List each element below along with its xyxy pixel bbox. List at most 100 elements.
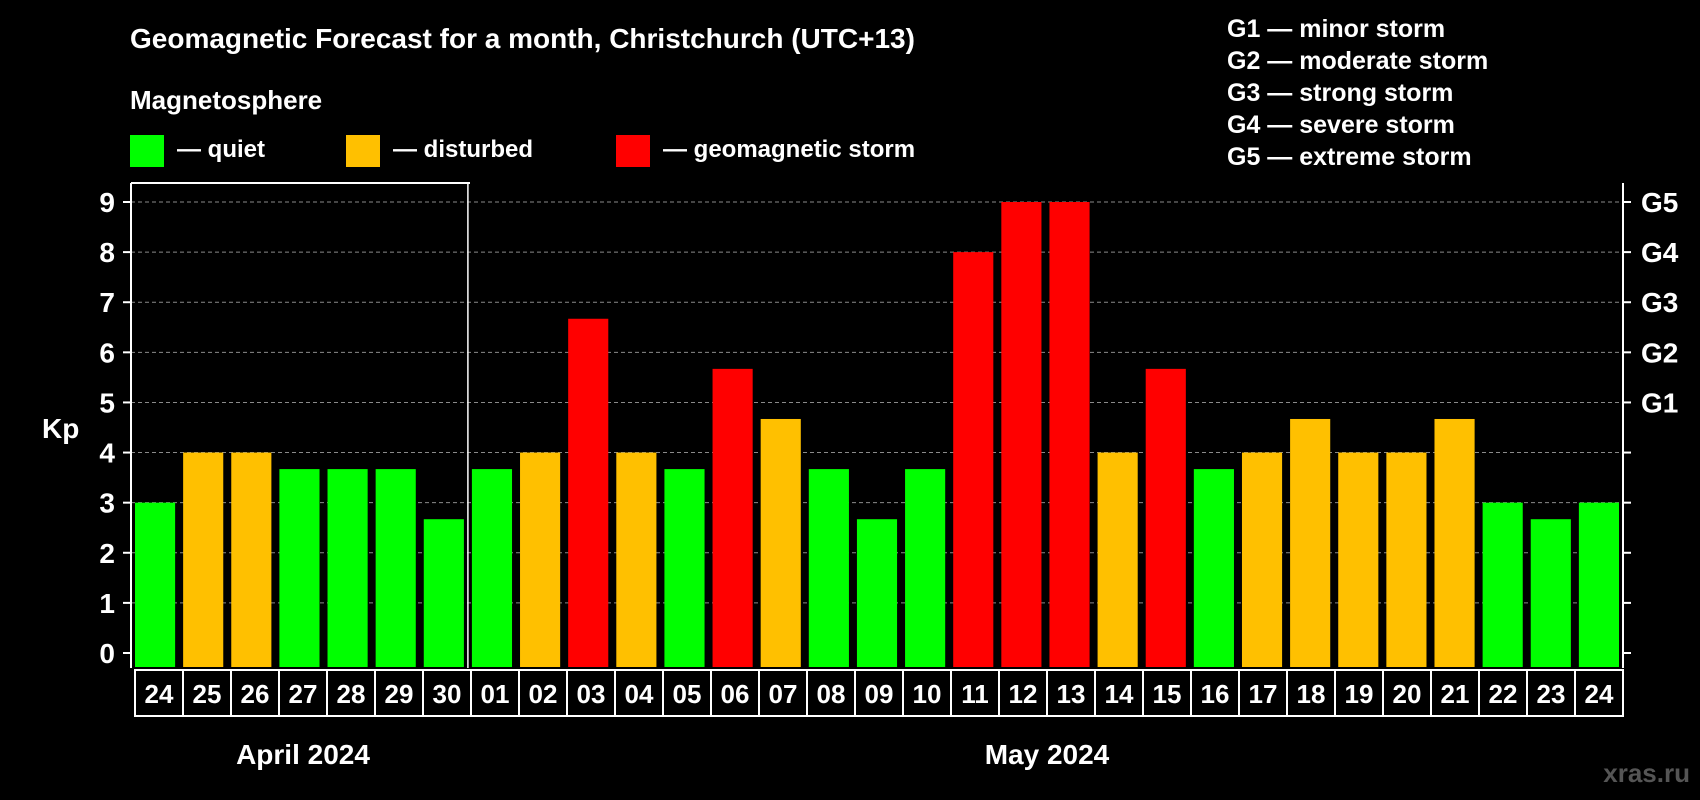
x-tick-label-04: 04 [625, 679, 654, 709]
bar-10 [905, 469, 946, 667]
x-tick-label-03: 03 [577, 679, 606, 709]
legend-swatch-quiet [130, 135, 164, 167]
storm-scale-g3: G3 — strong storm [1227, 79, 1453, 107]
x-tick-label-19: 19 [1345, 679, 1374, 709]
bar-09 [856, 519, 898, 667]
bar-15 [1145, 368, 1186, 667]
right-axis-label-G3: G3 [1641, 287, 1678, 318]
legend: — quiet — disturbed — geomagnetic storm [130, 135, 915, 167]
right-axis-label-G4: G4 [1641, 237, 1679, 268]
x-tick-label-12: 12 [1009, 679, 1038, 709]
x-tick-label-07: 07 [769, 679, 798, 709]
x-tick-cell [1574, 669, 1624, 717]
storm-scale-g5: G5 — extreme storm [1227, 143, 1472, 171]
x-tick-label-14: 14 [1105, 679, 1134, 709]
y-tick-label-7: 7 [99, 287, 115, 318]
x-tick-label-29: 29 [385, 679, 414, 709]
y-tick-label-0: 0 [99, 638, 115, 669]
right-axis-label-G2: G2 [1641, 337, 1678, 368]
x-tick-label-23: 23 [1537, 679, 1566, 709]
x-tick-label-11: 11 [961, 679, 989, 709]
x-tick-label-27: 27 [289, 679, 318, 709]
x-tick-label-09: 09 [865, 679, 894, 709]
x-tick-label-15: 15 [1153, 679, 1182, 709]
bar-18 [1290, 418, 1331, 667]
legend-swatch-disturbed [346, 135, 380, 167]
x-tick-label-02: 02 [529, 679, 558, 709]
month-label-1: May 2024 [985, 739, 1110, 770]
bar-17 [1241, 452, 1283, 667]
x-tick-label-10: 10 [913, 679, 942, 709]
y-tick-label-3: 3 [99, 488, 115, 519]
storm-scale-g2: G2 — moderate storm [1227, 47, 1488, 75]
y-tick-label-8: 8 [99, 237, 115, 268]
x-tick-label-25: 25 [193, 679, 222, 709]
y-tick-label-2: 2 [99, 538, 115, 569]
watermark: xras.ru [1603, 758, 1690, 788]
right-axis-label-G1: G1 [1641, 387, 1678, 418]
x-tick-label-20: 20 [1393, 679, 1422, 709]
y-tick-label-9: 9 [99, 187, 115, 218]
bar-04 [616, 452, 657, 667]
x-tick-label-01: 01 [481, 679, 510, 709]
legend-heading: Magnetosphere [130, 85, 322, 115]
x-tick-label-28: 28 [337, 679, 366, 709]
bar-16 [1193, 469, 1234, 667]
bar-11 [953, 252, 994, 667]
y-tick-label-6: 6 [99, 337, 115, 368]
bar-25 [183, 452, 224, 667]
month-labels: April 2024 May 2024 [236, 739, 1110, 770]
bar-02 [520, 452, 561, 667]
bar-22 [1482, 502, 1523, 667]
storm-scale-legend: G1 — minor storm G2 — moderate storm G3 … [1227, 15, 1488, 171]
x-tick-label-17: 17 [1249, 679, 1278, 709]
storm-scale-g4: G4 — severe storm [1227, 111, 1455, 139]
bar-08 [808, 469, 849, 667]
bar-24 [1578, 502, 1619, 667]
x-tick-label-08: 08 [817, 679, 846, 709]
bar-24 [135, 502, 176, 667]
bar-12 [1001, 202, 1042, 667]
y-tick-labels: 0 1 2 3 4 5 6 7 8 9 [99, 187, 115, 669]
bar-21 [1434, 418, 1475, 667]
right-axis-labels: G1 G2 G3 G4 G5 [1641, 187, 1679, 418]
bar-20 [1386, 452, 1427, 667]
bars [135, 202, 1619, 667]
storm-scale-g1: G1 — minor storm [1227, 15, 1445, 43]
bar-01 [471, 469, 513, 667]
x-tick-label-13: 13 [1057, 679, 1086, 709]
y-axis-label: Kp [42, 413, 79, 444]
bar-29 [375, 469, 416, 667]
x-tick-label-26: 26 [241, 679, 270, 709]
x-tick-labels: 24 25 26 27 28 29 30 01 02 03 04 05 06 07 08 09 10 11 12 13… [134, 669, 1624, 717]
bar-27 [279, 469, 320, 667]
bar-23 [1530, 519, 1571, 667]
y-tick-label-1: 1 [99, 588, 115, 619]
x-tick-label-16: 16 [1201, 679, 1230, 709]
x-tick-label-24: 24 [145, 679, 174, 709]
legend-label-storm: — geomagnetic storm [663, 136, 915, 163]
bar-26 [231, 452, 272, 667]
bar-14 [1097, 452, 1138, 667]
bar-28 [327, 469, 368, 667]
x-tick-label-21: 21 [1441, 679, 1470, 709]
bar-19 [1338, 452, 1379, 667]
x-tick-label-18: 18 [1297, 679, 1326, 709]
x-tick-label-30: 30 [433, 679, 462, 709]
y-tick-label-5: 5 [99, 387, 115, 418]
right-axis-label-G5: G5 [1641, 187, 1678, 218]
bar-30 [423, 519, 464, 667]
month-label-0: April 2024 [236, 739, 370, 770]
axes [123, 182, 1631, 668]
bar-07 [760, 418, 801, 667]
bar-05 [664, 469, 705, 667]
legend-label-quiet: — quiet [177, 136, 265, 163]
bar-03 [568, 318, 609, 667]
bar-13 [1049, 202, 1090, 667]
x-tick-label-22: 22 [1489, 679, 1518, 709]
x-tick-label-06: 06 [721, 679, 750, 709]
y-tick-label-4: 4 [99, 438, 115, 469]
legend-label-disturbed: — disturbed [393, 136, 533, 163]
x-tick-label-24: 24 [1585, 679, 1614, 709]
